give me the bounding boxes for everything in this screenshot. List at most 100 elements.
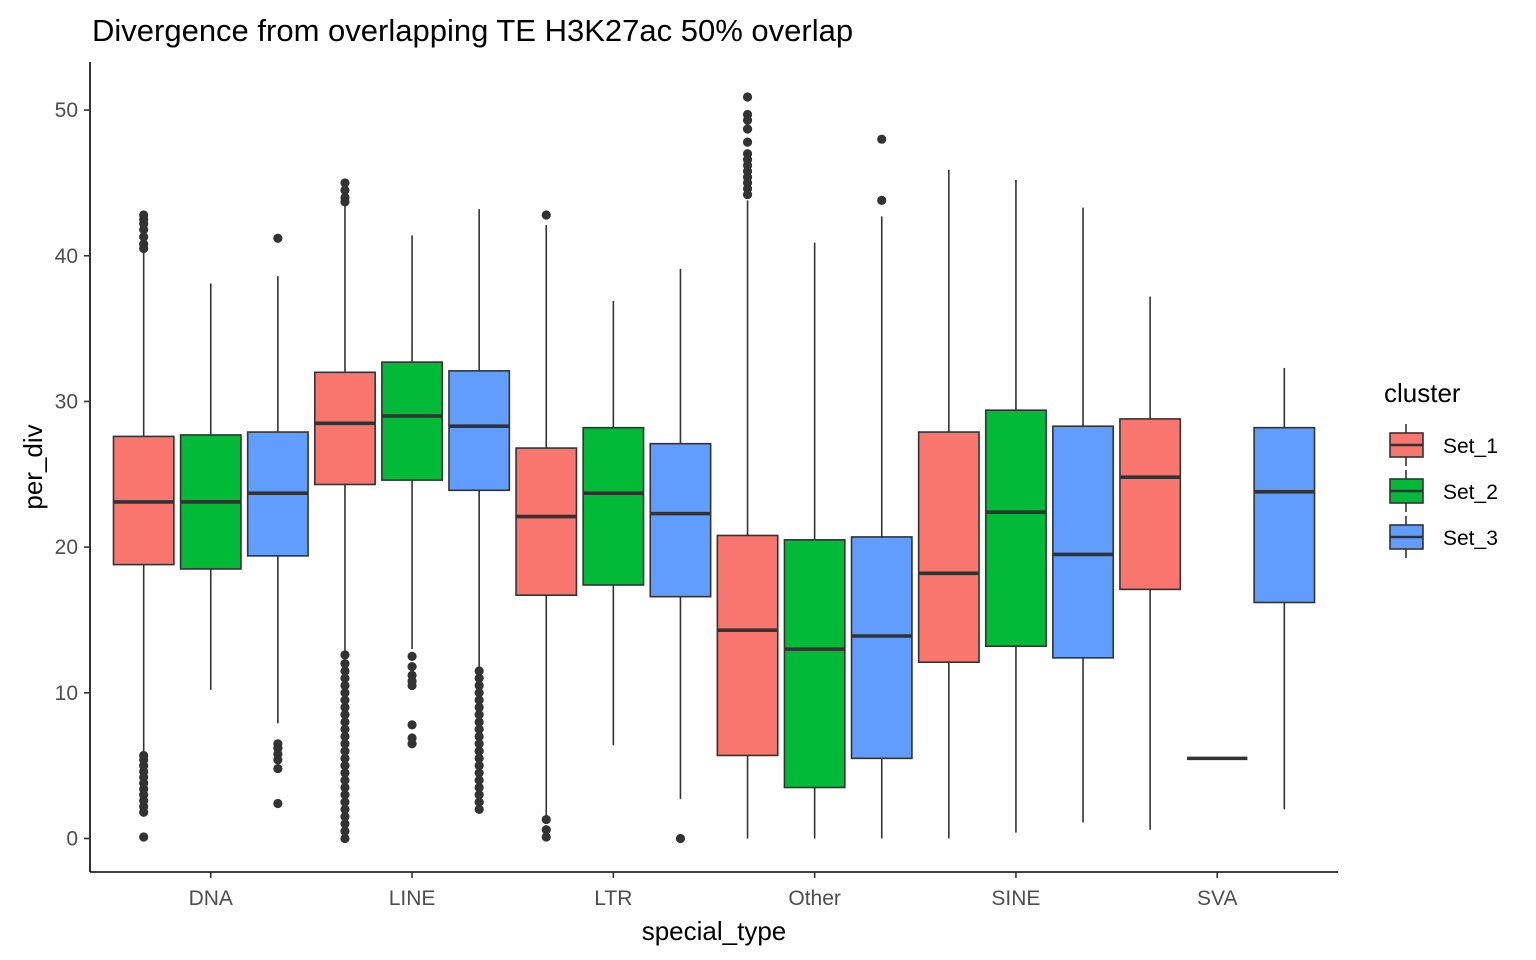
outlier-point — [340, 753, 350, 763]
outlier-point — [340, 797, 350, 807]
outlier-point — [474, 739, 484, 749]
outlier-point — [474, 804, 484, 814]
outlier-point — [407, 720, 417, 730]
x-tick-label: Other — [788, 887, 841, 910]
y-tick-label: 40 — [55, 245, 78, 268]
outlier-point — [340, 710, 350, 720]
outlier-point — [877, 134, 887, 144]
outlier-point — [340, 666, 350, 676]
outlier-point — [474, 761, 484, 771]
box-body — [515, 447, 578, 597]
outlier-point — [340, 185, 350, 195]
x-tick-label: SINE — [991, 887, 1040, 910]
outlier-point — [340, 819, 350, 829]
outlier-point — [474, 724, 484, 734]
box-Set_3-LTR — [649, 268, 712, 844]
box-body — [850, 536, 913, 760]
y-axis-title: per_div — [18, 424, 48, 509]
x-tick-label: LINE — [389, 887, 436, 910]
box-body — [649, 442, 712, 598]
box-body — [1119, 418, 1182, 591]
outlier-point — [541, 825, 551, 835]
outlier-point — [541, 814, 551, 825]
outlier-point — [340, 804, 350, 814]
legend: cluster Set_1 Set_2 Set_3 — [1384, 378, 1498, 558]
box-Set_2-Other — [783, 242, 846, 839]
legend-item-Set_3: Set_3 — [1389, 516, 1498, 558]
legend-label: Set_3 — [1443, 527, 1498, 550]
x-tick-label: SVA — [1197, 887, 1237, 910]
outlier-point — [340, 826, 350, 836]
box-Set_3-SVA — [1253, 367, 1316, 810]
outlier-point — [340, 724, 350, 734]
outlier-point — [139, 243, 149, 254]
box-body — [1052, 425, 1115, 659]
box-Set_1-LTR — [515, 210, 578, 842]
x-axis-ticks: DNA LINE LTR Other SINE SVA — [189, 872, 1237, 910]
outlier-point — [340, 833, 350, 844]
outlier-point — [139, 832, 149, 842]
outlier-point — [474, 790, 484, 800]
outlier-point — [340, 659, 350, 669]
outlier-point — [273, 233, 283, 243]
outlier-point — [407, 680, 417, 691]
outlier-point — [273, 763, 283, 774]
legend-item-Set_2: Set_2 — [1389, 470, 1498, 512]
box-body — [313, 371, 376, 486]
box-Set_2-LINE — [381, 235, 444, 749]
outlier-point — [273, 755, 283, 765]
outlier-point — [340, 695, 350, 705]
legend-item-Set_1: Set_1 — [1389, 424, 1498, 466]
y-tick-label: 50 — [55, 99, 78, 122]
outlier-point — [340, 650, 350, 660]
box-body — [448, 370, 511, 492]
outlier-point — [742, 92, 753, 102]
outlier-point — [340, 673, 350, 683]
outlier-point — [474, 695, 484, 705]
y-tick-label: 10 — [55, 682, 78, 705]
outlier-point — [340, 790, 350, 800]
outlier-point — [340, 688, 350, 698]
x-axis-title: special_type — [642, 916, 787, 946]
box-Set_3-SINE — [1052, 207, 1115, 823]
x-tick-label: LTR — [594, 887, 632, 910]
outlier-point — [340, 702, 350, 712]
box-Set_1-SINE — [917, 169, 980, 839]
outlier-point — [407, 739, 417, 749]
outlier-point — [273, 798, 283, 809]
outlier-point — [340, 717, 350, 727]
outlier-point — [541, 832, 551, 842]
outlier-point — [139, 232, 149, 242]
box-Set_1-Other — [716, 92, 779, 839]
outlier-point — [474, 746, 484, 756]
outlier-point — [340, 739, 350, 749]
outlier-point — [474, 673, 484, 683]
legend-title: cluster — [1384, 378, 1461, 408]
outlier-point — [742, 189, 753, 200]
outlier-point — [675, 833, 686, 844]
outlier-point — [340, 782, 350, 793]
box-Set_3-Other — [850, 134, 913, 839]
y-tick-label: 0 — [66, 827, 78, 850]
box-body — [917, 431, 980, 664]
outlier-point — [474, 710, 484, 720]
legend-label: Set_1 — [1443, 435, 1498, 458]
box-body — [783, 539, 846, 789]
outlier-point — [474, 666, 484, 676]
outlier-point — [474, 680, 484, 691]
box-Set_1-LINE — [313, 178, 376, 844]
outlier-point — [474, 782, 484, 793]
box-Set_1-SVA — [1119, 296, 1182, 830]
box-body — [381, 361, 444, 481]
outlier-point — [407, 651, 417, 661]
box-Set_3-DNA — [246, 233, 309, 809]
box-body — [582, 426, 645, 586]
outlier-point — [139, 224, 149, 235]
box-Set_2-SINE — [984, 180, 1047, 833]
outlier-point — [742, 115, 753, 125]
box-Set_1-DNA — [112, 210, 175, 842]
box-body — [984, 409, 1047, 647]
plot-area — [112, 92, 1316, 844]
outlier-point — [340, 197, 350, 207]
